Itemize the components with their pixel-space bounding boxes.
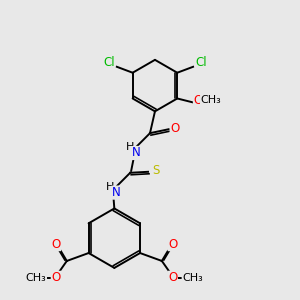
Text: S: S xyxy=(152,164,160,177)
Text: Cl: Cl xyxy=(103,56,115,69)
Text: CH₃: CH₃ xyxy=(26,273,46,283)
Text: O: O xyxy=(168,271,177,284)
Text: O: O xyxy=(170,122,179,135)
Text: O: O xyxy=(51,238,61,250)
Text: Cl: Cl xyxy=(195,56,207,69)
Text: H: H xyxy=(126,142,134,152)
Text: O: O xyxy=(194,94,203,107)
Text: CH₃: CH₃ xyxy=(182,273,203,283)
Text: N: N xyxy=(132,146,140,160)
Text: O: O xyxy=(51,271,61,284)
Text: N: N xyxy=(112,186,121,199)
Text: CH₃: CH₃ xyxy=(201,95,221,106)
Text: H: H xyxy=(106,182,115,192)
Text: O: O xyxy=(168,238,177,250)
